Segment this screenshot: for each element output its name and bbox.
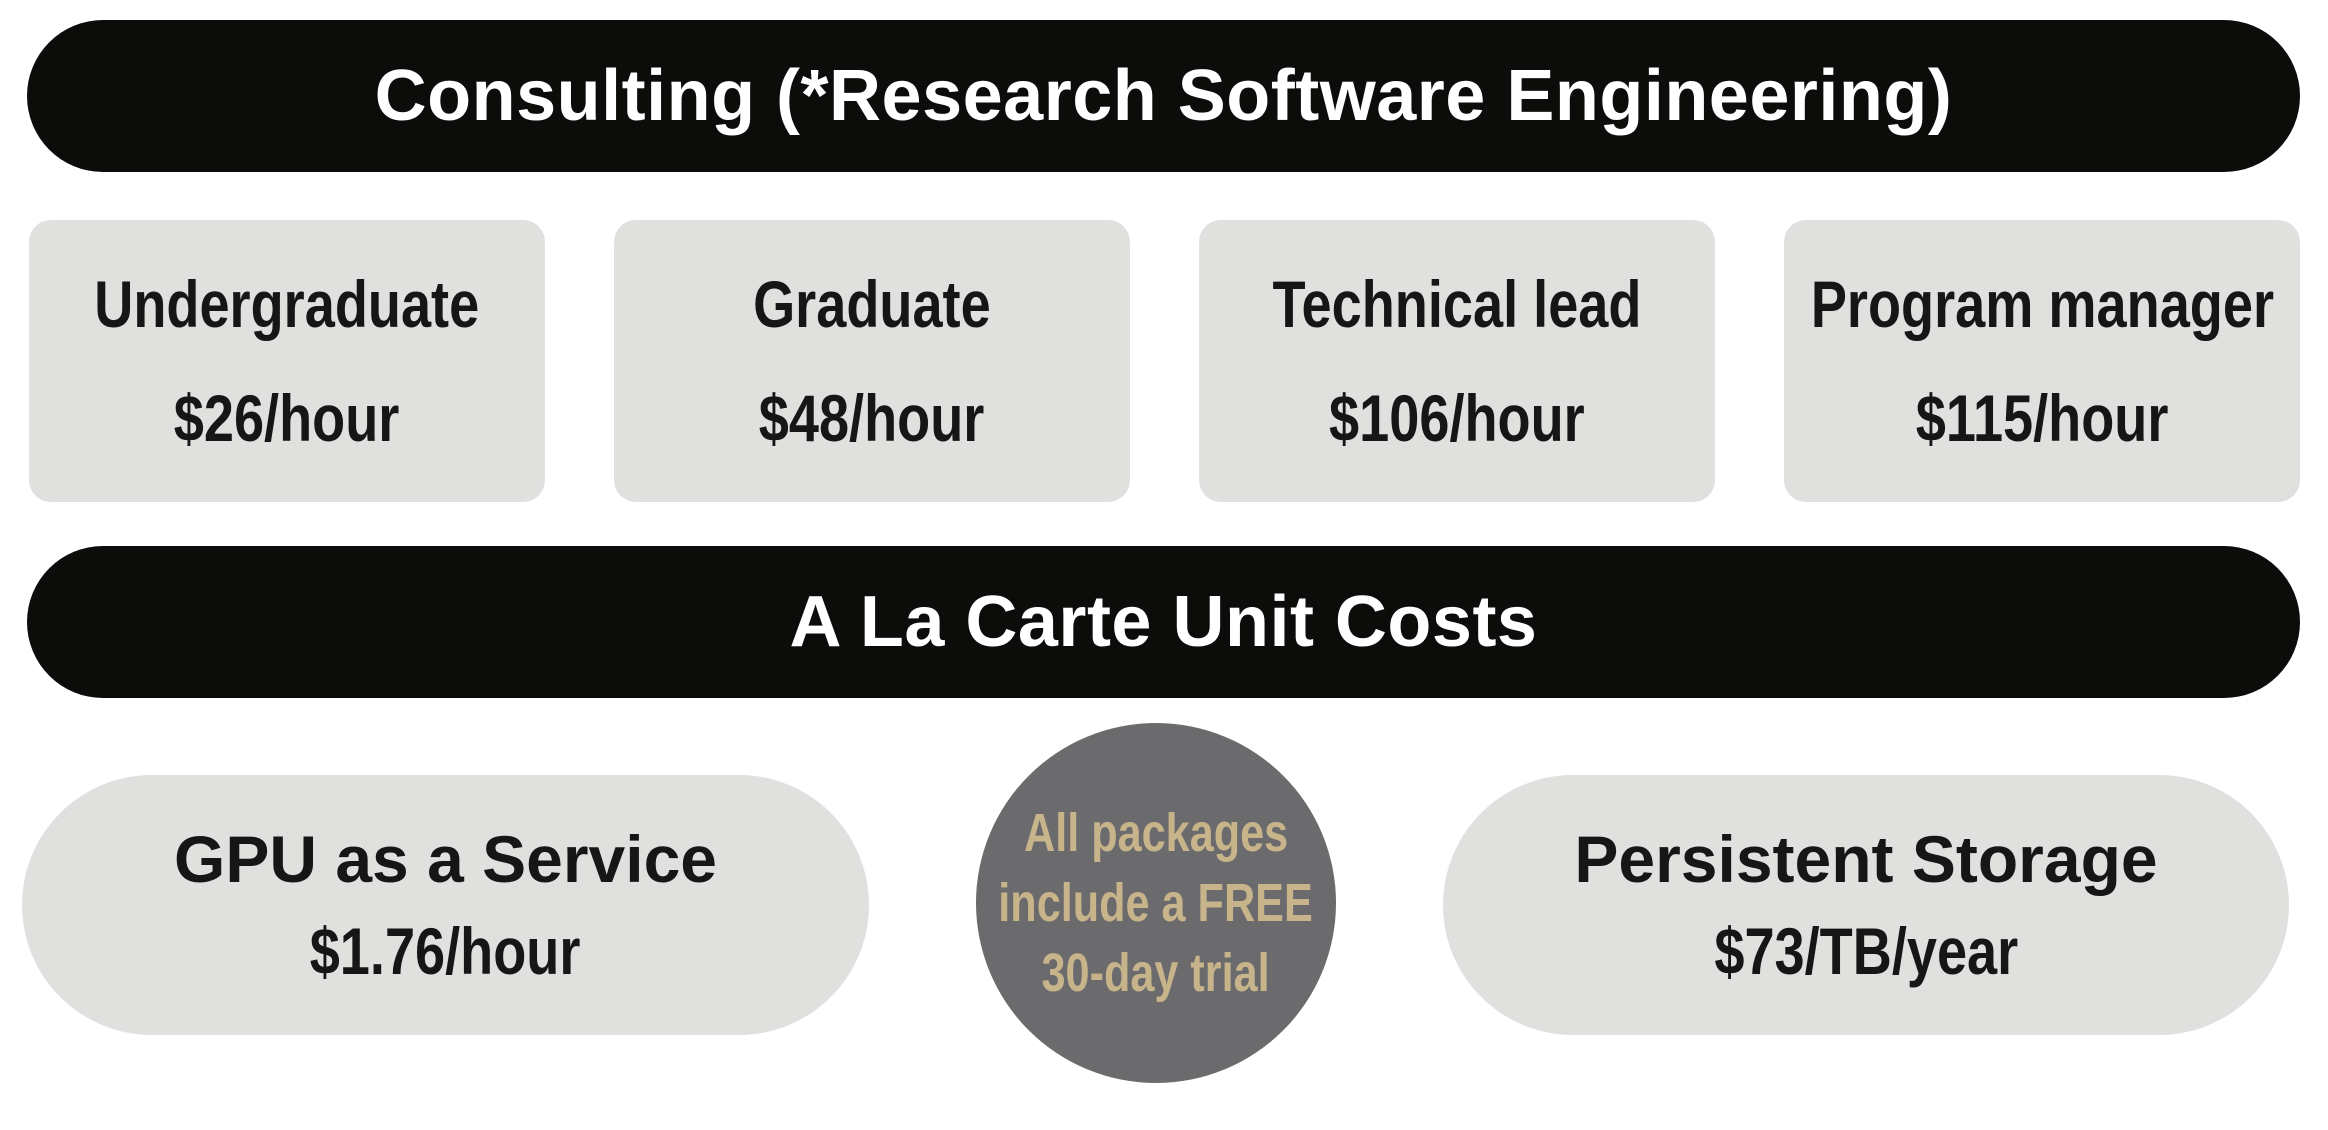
- trial-line: include a FREE: [998, 873, 1314, 933]
- consulting-banner: Consulting (*Research Software Engineeri…: [27, 20, 2300, 172]
- rate-card-technical-lead: Technical lead $106/hour: [1199, 220, 1715, 502]
- rate-role: Graduate: [753, 267, 991, 341]
- trial-line: All packages: [1023, 803, 1289, 863]
- trial-line: 30-day trial: [1041, 943, 1271, 1003]
- persistent-storage-price: $73/TB/year: [1714, 914, 2018, 988]
- alacarte-banner: A La Carte Unit Costs: [27, 546, 2300, 698]
- rate-card-undergraduate: Undergraduate $26/hour: [29, 220, 545, 502]
- rate-role: Undergraduate: [94, 267, 480, 341]
- consulting-title: Consulting (*Research Software Engineeri…: [374, 56, 1953, 136]
- rate-price: $48/hour: [759, 381, 985, 455]
- persistent-storage-title: Persistent Storage: [1574, 822, 2158, 896]
- rate-price: $106/hour: [1329, 381, 1585, 455]
- alacarte-title: A La Carte Unit Costs: [789, 582, 1538, 662]
- rate-price: $26/hour: [174, 381, 400, 455]
- rate-card-graduate: Graduate $48/hour: [614, 220, 1130, 502]
- rate-price: $115/hour: [1915, 381, 2169, 455]
- gpu-service-price: $1.76/hour: [310, 914, 581, 988]
- gpu-service-title: GPU as a Service: [173, 822, 718, 896]
- rate-card-program-manager: Program manager $115/hour: [1784, 220, 2300, 502]
- rate-role: Technical lead: [1272, 267, 1642, 341]
- persistent-storage-card: Persistent Storage $73/TB/year: [1443, 775, 2289, 1035]
- gpu-service-card: GPU as a Service $1.76/hour: [22, 775, 869, 1035]
- rate-role: Program manager: [1810, 267, 2274, 341]
- free-trial-badge: All packages include a FREE 30-day trial: [976, 723, 1336, 1083]
